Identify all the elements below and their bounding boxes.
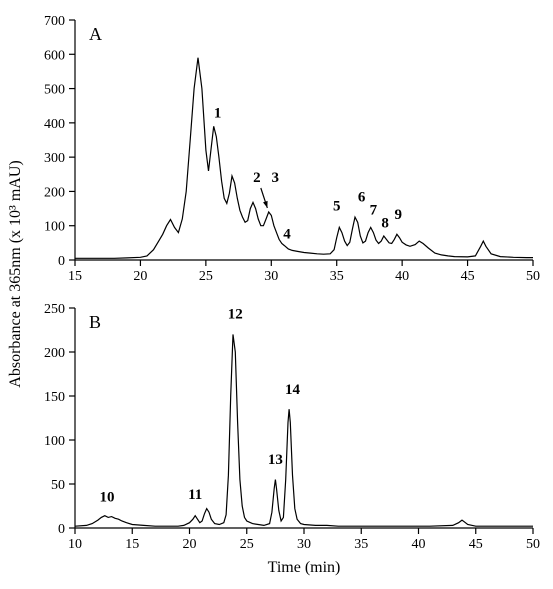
panel-letter: B xyxy=(89,312,101,332)
peak-label-10: 10 xyxy=(100,490,115,506)
arrow-head-icon xyxy=(263,201,268,208)
panel-letter: A xyxy=(89,24,102,44)
x-tick-label: 45 xyxy=(469,537,483,552)
x-tick-label: 40 xyxy=(395,269,409,284)
peak-label-6: 6 xyxy=(358,190,366,206)
y-tick-label: 0 xyxy=(58,254,65,269)
x-tick-label: 50 xyxy=(526,537,540,552)
x-tick-label: 20 xyxy=(133,269,147,284)
y-tick-label: 600 xyxy=(44,48,65,63)
x-tick-label: 35 xyxy=(330,269,344,284)
x-tick-label: 25 xyxy=(240,537,254,552)
y-tick-label: 100 xyxy=(44,220,65,235)
y-axis-title: Absorbance at 365nm (x 10³ mAU) xyxy=(7,160,24,387)
y-tick-label: 700 xyxy=(44,14,65,29)
y-tick-label: 50 xyxy=(51,478,65,493)
chromatogram-trace xyxy=(75,58,533,259)
x-tick-label: 50 xyxy=(526,269,540,284)
peak-label-3: 3 xyxy=(271,170,279,186)
x-tick-label: 30 xyxy=(264,269,278,284)
peak-label-8: 8 xyxy=(381,215,389,231)
x-tick-label: 20 xyxy=(183,537,197,552)
peak-label-2: 2 xyxy=(253,170,261,186)
y-tick-label: 500 xyxy=(44,83,65,98)
peak-label-9: 9 xyxy=(394,207,402,223)
peak-label-13: 13 xyxy=(268,452,283,468)
x-tick-label: 15 xyxy=(125,537,139,552)
y-tick-label: 150 xyxy=(44,390,65,405)
x-tick-label: 30 xyxy=(297,537,311,552)
peak-label-12: 12 xyxy=(228,307,243,323)
y-tick-label: 400 xyxy=(44,117,65,132)
y-tick-label: 200 xyxy=(44,185,65,200)
x-tick-label: 35 xyxy=(354,537,368,552)
peak-label-1: 1 xyxy=(214,106,222,122)
peak-label-7: 7 xyxy=(370,203,378,219)
chart-svg: 1520253035404550010020030040050060070012… xyxy=(0,0,553,589)
x-tick-label: 15 xyxy=(68,269,82,284)
chromatogram-trace xyxy=(75,334,533,526)
y-tick-label: 300 xyxy=(44,151,65,166)
x-tick-label: 40 xyxy=(412,537,426,552)
chromatogram-figure: 1520253035404550010020030040050060070012… xyxy=(0,0,553,589)
x-tick-label: 25 xyxy=(199,269,213,284)
peak-label-11: 11 xyxy=(188,487,202,503)
x-tick-label: 45 xyxy=(461,269,475,284)
peak-label-5: 5 xyxy=(333,198,341,214)
peak-label-14: 14 xyxy=(285,382,301,398)
y-tick-label: 100 xyxy=(44,434,65,449)
x-tick-label: 10 xyxy=(68,537,82,552)
y-tick-label: 250 xyxy=(44,302,65,317)
x-axis-title: Time (min) xyxy=(268,559,341,576)
y-tick-label: 200 xyxy=(44,346,65,361)
peak-label-4: 4 xyxy=(283,227,291,243)
y-tick-label: 0 xyxy=(58,522,65,537)
